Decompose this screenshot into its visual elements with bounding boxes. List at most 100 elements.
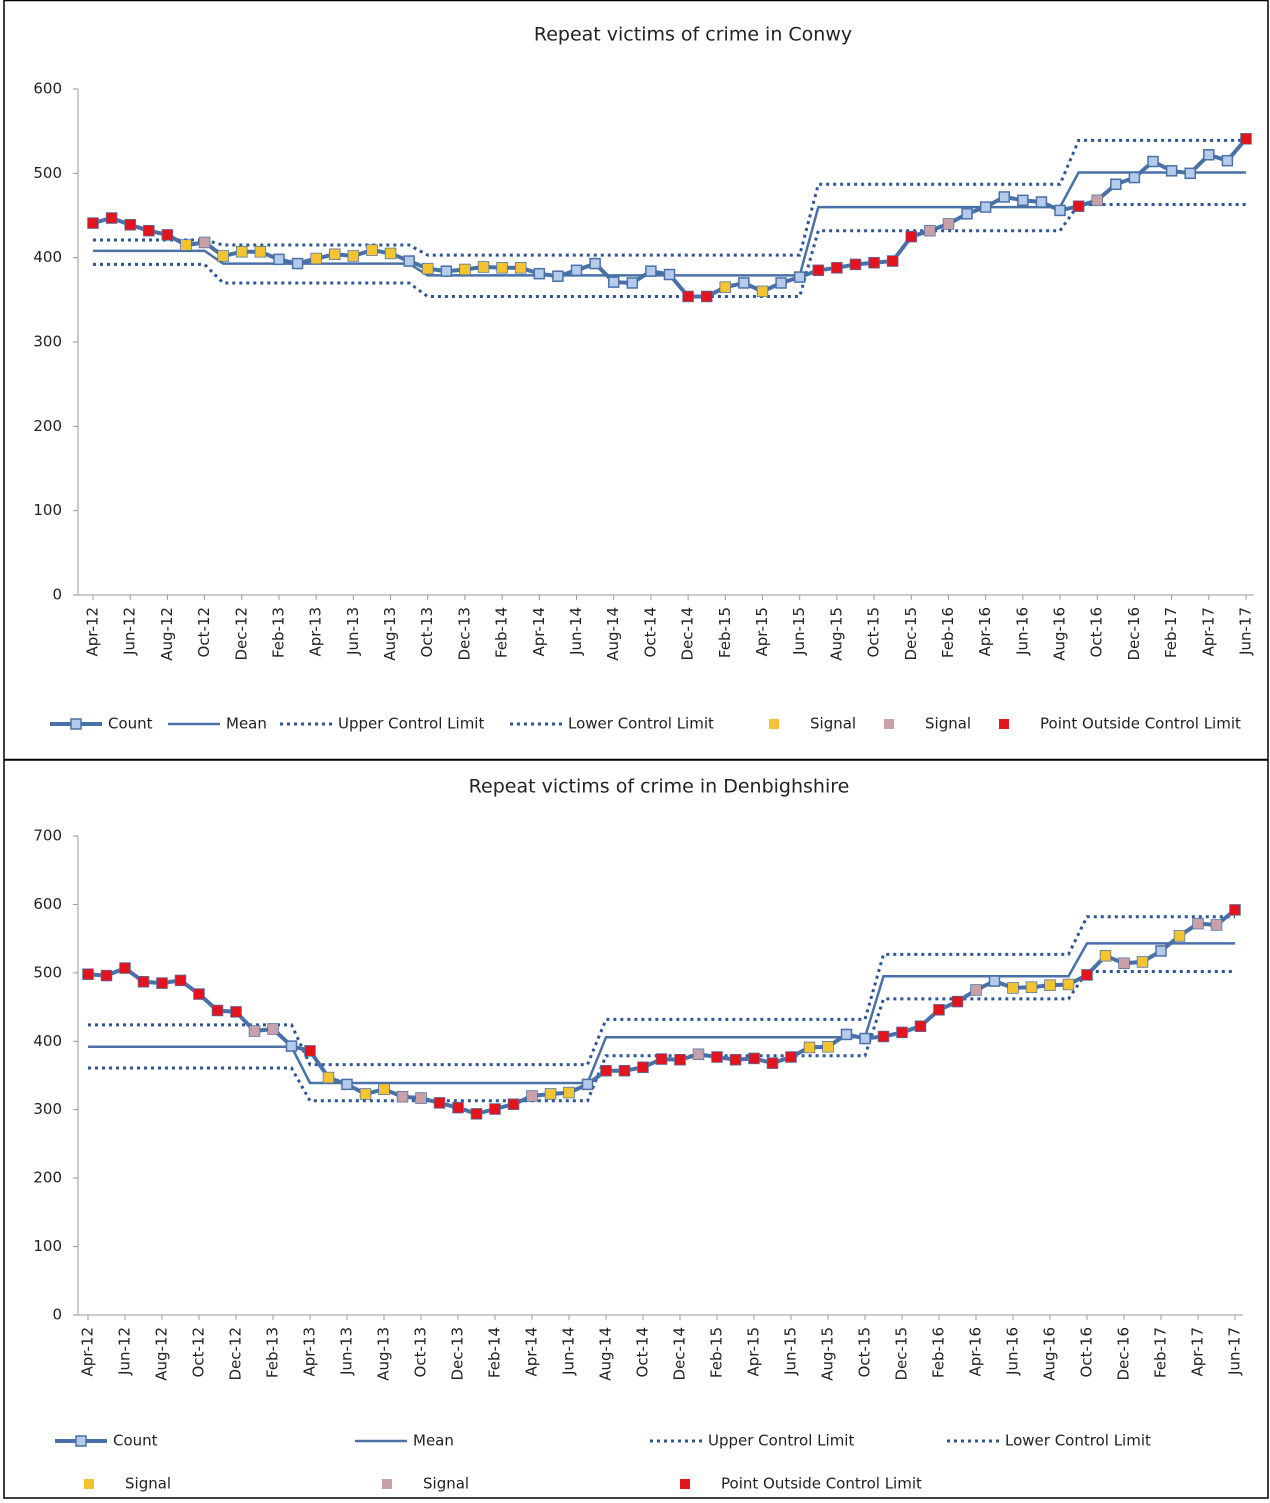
count-marker xyxy=(961,208,973,220)
signal-marker xyxy=(1073,201,1084,212)
x-tick-label: Apr-16 xyxy=(967,1327,985,1377)
count-marker xyxy=(738,277,750,289)
x-tick-label: Oct-12 xyxy=(190,1327,208,1377)
signal-marker xyxy=(249,1026,260,1037)
signal-marker xyxy=(497,262,508,273)
x-tick-label: Feb-15 xyxy=(708,1327,726,1378)
x-tick-label: Dec-14 xyxy=(679,607,697,661)
x-tick-label: Feb-17 xyxy=(1162,607,1180,658)
control-limit-line xyxy=(93,138,1246,257)
signal-marker xyxy=(887,256,898,267)
x-tick-label: Aug-16 xyxy=(1041,1327,1059,1381)
count-marker xyxy=(1155,945,1167,957)
signal-marker xyxy=(1137,956,1148,967)
signal-marker xyxy=(1174,930,1185,941)
x-tick-label: Jun-13 xyxy=(338,1327,356,1376)
control-limit-line xyxy=(93,203,1246,298)
count-marker xyxy=(1184,167,1196,180)
count-marker xyxy=(285,1040,298,1052)
x-tick-label: Jun-12 xyxy=(121,607,139,656)
signal-marker xyxy=(1082,969,1092,980)
mean-line xyxy=(93,171,1246,277)
x-tick-label: Dec-16 xyxy=(1125,607,1143,661)
signal-marker xyxy=(757,286,768,297)
count-marker xyxy=(1203,149,1215,161)
y-tick-label: 200 xyxy=(33,1169,62,1187)
signal-marker xyxy=(218,250,229,261)
count-marker xyxy=(1054,204,1066,217)
signal-marker xyxy=(125,219,136,230)
count-marker xyxy=(1017,194,1029,207)
x-tick-label: Dec-16 xyxy=(1115,1327,1133,1381)
count-marker xyxy=(589,257,601,270)
signal-marker xyxy=(878,1031,889,1042)
legend-label: Upper Control Limit xyxy=(338,715,484,733)
signal-marker xyxy=(360,1088,371,1099)
x-tick-label: Apr-16 xyxy=(976,607,994,657)
x-tick-label: Feb-14 xyxy=(493,607,511,658)
signal-marker xyxy=(527,1091,537,1102)
y-tick-label: 0 xyxy=(52,1306,62,1324)
x-tick-label: Oct-15 xyxy=(856,1327,874,1377)
x-tick-label: Dec-15 xyxy=(893,1327,911,1381)
count-marker xyxy=(775,277,787,289)
count-marker xyxy=(979,201,992,213)
signal-marker xyxy=(545,1088,556,1099)
x-tick-label: Oct-16 xyxy=(1078,1327,1096,1377)
legend-label: Signal xyxy=(423,1475,469,1493)
x-tick-label: Oct-15 xyxy=(865,607,883,657)
signal-marker xyxy=(971,984,981,995)
signal-marker xyxy=(1119,958,1129,969)
x-tick-label: Jun-17 xyxy=(1237,607,1255,656)
signal-marker xyxy=(712,1052,722,1063)
x-tick-label: Aug-12 xyxy=(153,1327,171,1381)
legend-swatch xyxy=(884,719,894,729)
chart-title: Repeat victims of crime in Denbighshire xyxy=(469,776,850,798)
signal-marker xyxy=(490,1104,500,1115)
count-marker xyxy=(273,253,285,266)
x-tick-label: Feb-16 xyxy=(930,1327,948,1378)
x-tick-label: Feb-13 xyxy=(264,1327,282,1378)
count-marker xyxy=(552,270,564,282)
signal-marker xyxy=(1100,950,1111,961)
signal-marker xyxy=(1063,979,1074,990)
x-tick-label: Aug-13 xyxy=(375,1327,393,1381)
count-marker xyxy=(859,1032,871,1045)
count-marker xyxy=(663,268,676,281)
y-tick-label: 300 xyxy=(33,1100,62,1118)
x-tick-label: Oct-13 xyxy=(418,607,436,657)
count-marker xyxy=(626,277,639,289)
signal-marker xyxy=(194,989,204,1000)
signal-marker xyxy=(143,225,154,236)
x-tick-label: Jun-14 xyxy=(560,1327,578,1376)
count-marker xyxy=(291,257,304,270)
x-tick-label: Feb-17 xyxy=(1152,1327,1170,1378)
signal-marker xyxy=(564,1087,574,1098)
signal-marker xyxy=(311,253,322,264)
signal-marker xyxy=(720,282,731,293)
signal-marker xyxy=(453,1102,463,1113)
signal-marker xyxy=(786,1052,796,1063)
legend-label: Signal xyxy=(810,715,856,733)
signal-marker xyxy=(397,1091,408,1102)
signal-marker xyxy=(471,1108,482,1119)
x-tick-label: Aug-12 xyxy=(158,607,176,661)
count-marker xyxy=(581,1078,594,1091)
x-tick-label: Jun-17 xyxy=(1226,1327,1244,1376)
legend-swatch xyxy=(999,719,1009,729)
count-marker xyxy=(793,271,806,283)
signal-marker xyxy=(348,250,359,261)
signal-marker xyxy=(434,1097,445,1108)
x-tick-label: Aug-15 xyxy=(827,607,845,661)
x-tick-label: Apr-15 xyxy=(753,607,771,657)
signal-marker xyxy=(897,1027,907,1038)
x-tick-label: Oct-16 xyxy=(1088,607,1106,657)
y-tick-label: 300 xyxy=(33,333,62,351)
x-tick-label: Apr-12 xyxy=(79,1327,97,1377)
x-tick-label: Feb-13 xyxy=(269,607,287,658)
count-marker xyxy=(1110,178,1122,191)
count-marker xyxy=(1035,196,1048,208)
x-tick-label: Dec-12 xyxy=(232,607,250,661)
control-limit-line xyxy=(88,915,1235,1067)
signal-marker xyxy=(212,1005,223,1016)
